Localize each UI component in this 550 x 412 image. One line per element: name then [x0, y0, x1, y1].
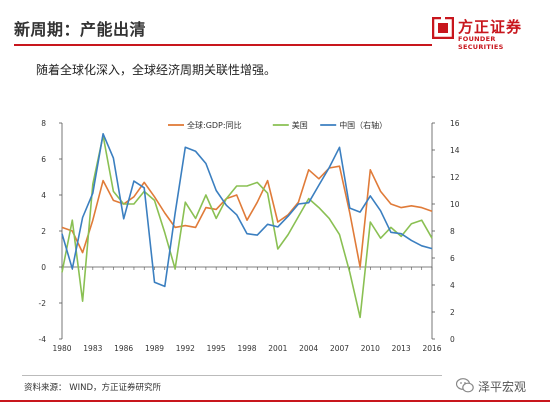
x-tick-label: 2016 — [422, 344, 441, 353]
x-tick-label: 2010 — [361, 344, 380, 353]
x-tick-label: 2013 — [392, 344, 411, 353]
source-note: 资料来源： WIND，方正证券研究所 — [24, 383, 162, 393]
x-tick-label: 1992 — [176, 344, 195, 353]
x-tick-label: 2007 — [330, 344, 349, 353]
brand-logo: 方正证券 FOUNDER SECURITIES — [432, 16, 542, 51]
slide-subtitle: 随着全球化深入，全球经济周期关联性增强。 — [36, 63, 277, 77]
brand-name: 方正证券 — [458, 18, 523, 36]
y-tick-label-left: 4 — [41, 191, 46, 200]
title-divider — [14, 44, 432, 46]
y-tick-label-right: 12 — [450, 173, 460, 182]
y-tick-label-right: 8 — [450, 227, 455, 236]
x-tick-label: 1989 — [145, 344, 164, 353]
x-tick-label: 1983 — [83, 344, 102, 353]
gdp-growth-line-chart: -4 -2 0 2 4 6 8 0 2 4 6 8 10 12 14 16 1980 1983 1986 1989 19… — [39, 119, 460, 353]
x-tick-label: 1995 — [207, 344, 226, 353]
series-line — [61, 133, 433, 288]
series-line — [61, 134, 433, 319]
x-tick-label: 2001 — [268, 344, 287, 353]
x-tick-label: 2004 — [299, 344, 318, 353]
brand-subtitle: FOUNDER SECURITIES — [458, 35, 504, 51]
source-divider — [22, 375, 442, 376]
y-tick-label-right: 0 — [450, 335, 455, 344]
watermark-text: 泽平宏观 — [478, 380, 527, 394]
y-tick-label-right: 16 — [450, 119, 460, 128]
y-tick-label-left: 0 — [41, 263, 46, 272]
bottom-divider — [0, 400, 550, 402]
brand-mark-icon — [432, 17, 454, 39]
y-tick-label-right: 6 — [450, 254, 455, 263]
y-tick-label-left: 8 — [41, 119, 46, 128]
x-tick-label: 1998 — [237, 344, 256, 353]
y-tick-label-left: -4 — [39, 335, 47, 344]
x-tick-label: 1980 — [52, 344, 71, 353]
legend-label: 美国 — [292, 120, 308, 130]
y-tick-label-left: 2 — [41, 227, 46, 236]
legend-label: 中国（右轴） — [339, 120, 387, 130]
y-tick-label-right: 14 — [450, 146, 460, 155]
y-tick-label-left: 6 — [41, 155, 46, 164]
legend-label: 全球:GDP:同比 — [187, 120, 242, 130]
x-tick-label: 1986 — [114, 344, 133, 353]
y-tick-label-left: -2 — [39, 299, 47, 308]
y-tick-label-right: 2 — [450, 308, 455, 317]
wechat-icon — [456, 378, 474, 393]
y-tick-label-right: 10 — [450, 200, 460, 209]
y-tick-label-right: 4 — [450, 281, 455, 290]
slide-title: 新周期：产能出清 — [14, 20, 147, 39]
